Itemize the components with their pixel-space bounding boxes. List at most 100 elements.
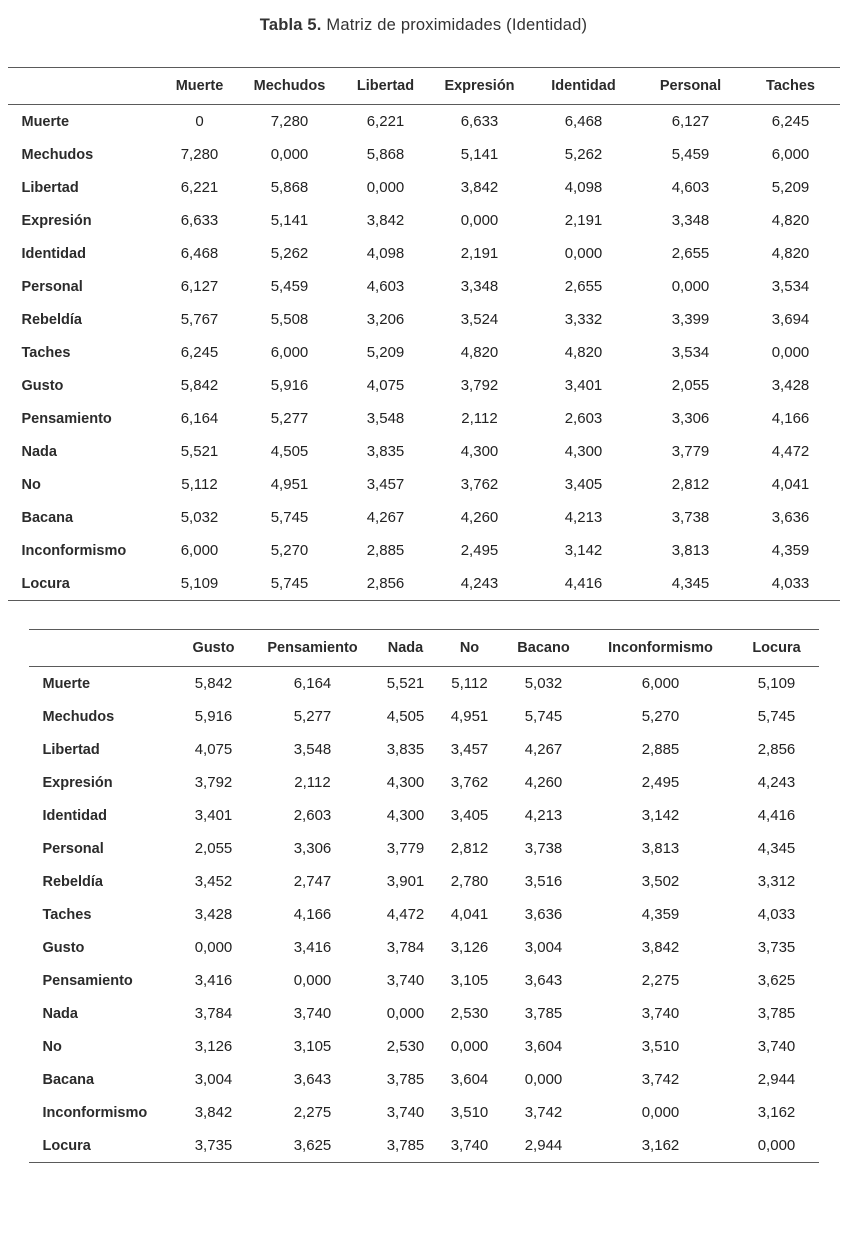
- cell-value: 3,792: [194, 774, 233, 791]
- row-label: No: [21, 476, 41, 493]
- row-label: Libertad: [21, 179, 79, 196]
- cell-value: 3,842: [460, 179, 499, 196]
- cell-value: 3,332: [564, 311, 603, 328]
- cell-value: 3,625: [293, 1137, 332, 1154]
- cell-value: 3,740: [641, 1005, 680, 1022]
- row-label: Nada: [42, 1005, 78, 1022]
- cell-value: 3,416: [194, 972, 233, 989]
- cell-value: 3,792: [460, 377, 499, 394]
- column-header: Nada: [372, 629, 439, 667]
- cell-value: 5,745: [524, 708, 563, 725]
- cell-value: 4,951: [270, 476, 309, 493]
- cell-value: 2,655: [564, 278, 603, 295]
- header-row: Gusto Pensamiento Nada No Bacano Inconformism…: [28, 629, 819, 667]
- row-label: Mechudos: [42, 708, 115, 725]
- row-label: Pensamiento: [21, 410, 112, 427]
- column-header: Personal: [639, 67, 742, 105]
- cell-value: 2,780: [450, 873, 489, 890]
- table-row: Gusto 5,842 5,916 4,075 3,792 3,401 2,055 3,428: [8, 369, 840, 402]
- cell-value: 2,275: [641, 972, 680, 989]
- table-row: No 3,126 3,105 2,530 0,000 3,604 3,510 3,740: [29, 1030, 819, 1063]
- cell-value: 4,098: [564, 179, 603, 196]
- cell-value: 3,842: [641, 939, 680, 956]
- cell-value: 5,209: [771, 179, 810, 196]
- table-row: Identidad 3,401 2,603 4,300 3,405 4,213 3,142 4…: [29, 799, 819, 832]
- cell-value: 3,643: [293, 1071, 332, 1088]
- cell-value: 3,428: [771, 377, 810, 394]
- cell-value: 0,000: [524, 1071, 563, 1088]
- column-header: Identidad: [527, 67, 640, 105]
- cell-value: 5,270: [270, 542, 309, 559]
- cell-value: 3,738: [671, 509, 710, 526]
- cell-value: 3,762: [460, 476, 499, 493]
- cell-value: 4,075: [194, 741, 233, 758]
- table-row: Nada 5,521 4,505 3,835 4,300 4,300 3,779 4,472: [8, 435, 840, 468]
- cell-value: 3,784: [386, 939, 425, 956]
- cell-value: 2,191: [564, 212, 603, 229]
- cell-value: 3,142: [564, 542, 603, 559]
- proximity-matrix-part-2: Gusto Pensamiento Nada No Bacano Inconformism…: [28, 629, 819, 1163]
- cell-value: 4,260: [524, 774, 563, 791]
- cell-value: 3,312: [757, 873, 796, 890]
- cell-value: 4,243: [460, 575, 499, 592]
- row-label: Inconformismo: [21, 542, 127, 559]
- row-label: Taches: [21, 344, 71, 361]
- row-label: Rebeldía: [21, 311, 82, 328]
- cell-value: 5,767: [180, 311, 219, 328]
- table-row: Muerte 5,842 6,164 5,521 5,112 5,032 6,000 5,10…: [29, 667, 819, 701]
- cell-value: 3,625: [757, 972, 796, 989]
- cell-value: 3,740: [293, 1005, 332, 1022]
- row-label: Expresión: [21, 212, 92, 229]
- cell-value: 3,348: [671, 212, 710, 229]
- cell-value: 3,405: [564, 476, 603, 493]
- table-row: Bacana 3,004 3,643 3,785 3,604 0,000 3,742 2,94…: [29, 1063, 819, 1096]
- row-label: Identidad: [42, 807, 107, 824]
- cell-value: 2,055: [671, 377, 710, 394]
- cell-value: 3,457: [366, 476, 405, 493]
- cell-value: 6,221: [366, 113, 405, 130]
- cell-value: 3,401: [194, 807, 233, 824]
- row-label: Identidad: [21, 245, 86, 262]
- cell-value: 4,472: [386, 906, 425, 923]
- cell-value: 2,944: [757, 1071, 796, 1088]
- cell-value: 4,098: [366, 245, 405, 262]
- table-row: Inconformismo 6,000 5,270 2,885 2,495 3,142 3,…: [8, 534, 840, 567]
- cell-value: 4,300: [564, 443, 603, 460]
- cell-value: 0,000: [564, 245, 603, 262]
- cell-value: 4,820: [771, 212, 810, 229]
- cell-value: 4,951: [450, 708, 489, 725]
- cell-value: 3,428: [194, 906, 233, 923]
- cell-value: 3,813: [671, 542, 710, 559]
- cell-value: 3,835: [386, 741, 425, 758]
- row-label: Muerte: [42, 675, 91, 692]
- cell-value: 6,127: [180, 278, 219, 295]
- cell-value: 3,842: [194, 1104, 233, 1121]
- cell-value: 5,459: [671, 146, 710, 163]
- cell-value: 2,495: [641, 774, 680, 791]
- cell-value: 3,842: [366, 212, 405, 229]
- cell-value: 6,468: [564, 113, 603, 130]
- cell-value: 4,041: [771, 476, 810, 493]
- cell-value: 6,000: [641, 675, 680, 692]
- cell-value: 0,000: [641, 1104, 680, 1121]
- cell-value: 5,032: [524, 675, 563, 692]
- row-label: Personal: [21, 278, 83, 295]
- cell-value: 3,785: [757, 1005, 796, 1022]
- cell-value: 3,206: [366, 311, 405, 328]
- cell-value: 5,916: [194, 708, 233, 725]
- cell-value: 2,885: [641, 741, 680, 758]
- row-label: Personal: [42, 840, 104, 857]
- table-row: Inconformismo 3,842 2,275 3,740 3,510 3,742 0,…: [29, 1096, 819, 1129]
- table-row: Gusto 0,000 3,416 3,784 3,126 3,004 3,842 3,735: [29, 931, 819, 964]
- table-header: Gusto Pensamiento Nada No Bacano Inconformism…: [28, 629, 819, 667]
- row-label: Rebeldía: [42, 873, 103, 890]
- cell-value: 3,126: [450, 939, 489, 956]
- cell-value: 5,141: [270, 212, 309, 229]
- cell-value: 3,405: [450, 807, 489, 824]
- cell-value: 4,243: [757, 774, 796, 791]
- cell-value: 2,747: [293, 873, 332, 890]
- cell-value: 5,459: [270, 278, 309, 295]
- cell-value: 0,000: [270, 146, 309, 163]
- table-title-number: Tabla 5.: [259, 16, 322, 34]
- cell-value: 2,112: [294, 774, 331, 791]
